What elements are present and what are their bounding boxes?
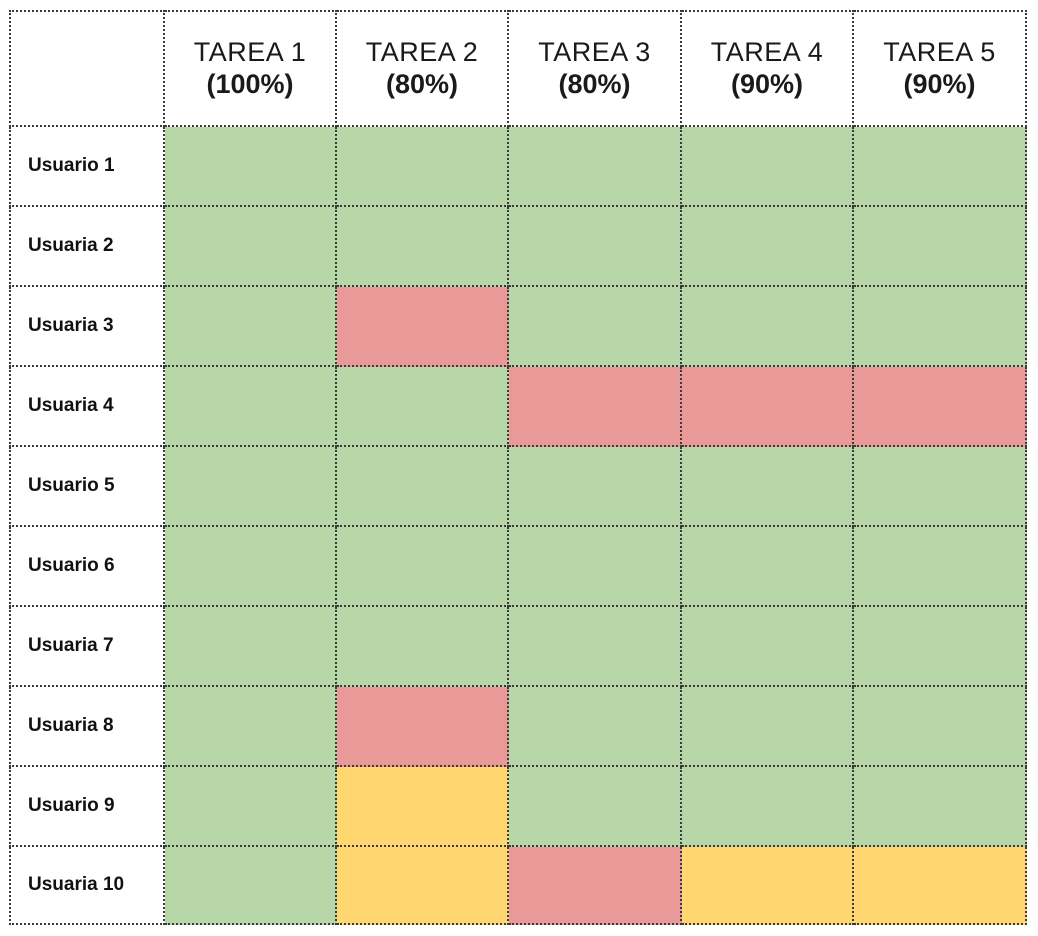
column-header: TAREA 2 (80%) (337, 10, 509, 127)
row-label: Usuario 6 (9, 527, 165, 607)
heatmap-cell-success (337, 447, 509, 527)
heatmap-cell-success (682, 767, 854, 847)
heatmap-cell-failure (337, 287, 509, 367)
task-weight: (80%) (558, 68, 631, 99)
heatmap-cell-success (509, 207, 682, 287)
heatmap-cell-failure (682, 367, 854, 447)
task-name: TAREA 5 (883, 36, 996, 67)
heatmap-cell-success (337, 527, 509, 607)
row-label: Usuario 1 (9, 127, 165, 207)
heatmap-cell-partial (682, 847, 854, 925)
heatmap-cell-success (337, 127, 509, 207)
heatmap-cell-success (337, 367, 509, 447)
heatmap-cell-partial (337, 847, 509, 925)
heatmap-cell-success (854, 607, 1027, 687)
row-label: Usuario 5 (9, 447, 165, 527)
column-header: TAREA 1 (100%) (165, 10, 337, 127)
heatmap-cell-success (165, 687, 337, 767)
heatmap-cell-success (682, 527, 854, 607)
row-label: Usuaria 7 (9, 607, 165, 687)
heatmap-cell-success (509, 607, 682, 687)
task-name: TAREA 3 (538, 36, 651, 67)
heatmap-cell-success (854, 447, 1027, 527)
heatmap-cell-success (509, 287, 682, 367)
heatmap-cell-success (854, 207, 1027, 287)
heatmap-cell-success (165, 527, 337, 607)
task-weight: (80%) (385, 68, 459, 99)
heatmap-cell-partial (854, 847, 1027, 925)
heatmap-cell-success (165, 127, 337, 207)
heatmap-cell-success (165, 207, 337, 287)
heatmap-cell-failure (854, 367, 1027, 447)
heatmap-cell-failure (509, 367, 682, 447)
row-label: Usuario 9 (9, 767, 165, 847)
heatmap-cell-success (509, 527, 682, 607)
heatmap-cell-success (165, 767, 337, 847)
heatmap-cell-success (337, 207, 509, 287)
row-label: Usuaria 3 (9, 287, 165, 367)
heatmap-cell-success (165, 847, 337, 925)
heatmap-cell-success (682, 127, 854, 207)
corner-cell (9, 10, 165, 127)
row-label: Usuaria 4 (9, 367, 165, 447)
row-label: Usuaria 10 (9, 847, 165, 925)
heatmap-cell-success (337, 607, 509, 687)
heatmap-cell-success (682, 207, 854, 287)
heatmap-cell-success (509, 767, 682, 847)
heatmap-cell-success (509, 447, 682, 527)
row-label: Usuaria 8 (9, 687, 165, 767)
heatmap-cell-success (165, 447, 337, 527)
heatmap-cell-partial (337, 767, 509, 847)
heatmap-cell-success (682, 687, 854, 767)
heatmap-cell-success (682, 447, 854, 527)
heatmap-cell-success (854, 287, 1027, 367)
heatmap-cell-failure (509, 847, 682, 925)
column-header: TAREA 4 (90%) (682, 10, 854, 127)
task-name: TAREA 4 (710, 36, 824, 67)
heatmap-cell-success (165, 367, 337, 447)
task-result-grid: TAREA 1 (100%) TAREA 2 (80%) TAREA 3 (80%) TAR… (9, 10, 1027, 925)
heatmap-cell-success (509, 127, 682, 207)
heatmap-cell-failure (337, 687, 509, 767)
heatmap-cell-success (509, 687, 682, 767)
heatmap-cell-success (854, 767, 1027, 847)
heatmap-cell-success (682, 607, 854, 687)
row-label: Usuaria 2 (9, 207, 165, 287)
heatmap-cell-success (854, 127, 1027, 207)
task-weight: (90%) (730, 68, 804, 99)
heatmap-cell-success (682, 287, 854, 367)
heatmap-cell-success (854, 527, 1027, 607)
task-name: TAREA 2 (365, 36, 479, 67)
column-header: TAREA 3 (80%) (509, 10, 682, 127)
task-weight: (100%) (206, 68, 294, 99)
task-weight: (90%) (903, 68, 976, 99)
column-header: TAREA 5 (90%) (854, 10, 1027, 127)
heatmap-cell-success (165, 287, 337, 367)
task-name: TAREA 1 (193, 36, 307, 67)
heatmap-cell-success (165, 607, 337, 687)
heatmap-cell-success (854, 687, 1027, 767)
